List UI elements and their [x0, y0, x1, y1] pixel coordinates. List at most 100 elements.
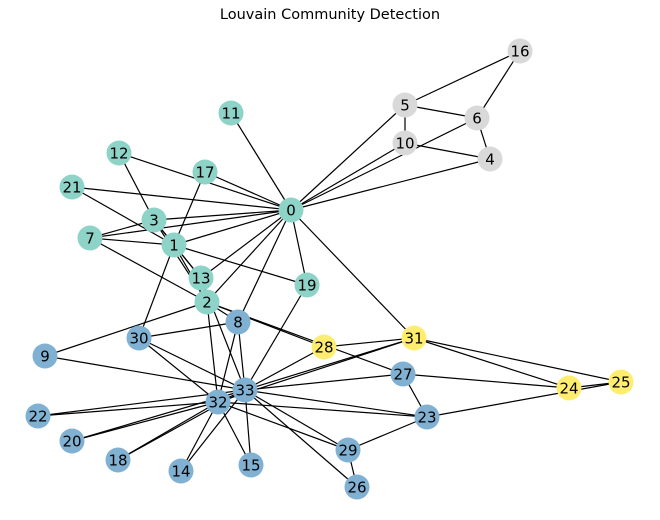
node-12: 12: [106, 140, 132, 166]
node-circle-3: [141, 207, 167, 233]
edge-0-10: [290, 142, 406, 211]
chart-title: Louvain Community Detection: [219, 7, 441, 23]
node-label-13: 13: [191, 270, 210, 288]
edge-31-33: [244, 337, 415, 391]
node-circle-10: [392, 130, 418, 156]
node-28: 28: [311, 334, 337, 360]
node-label-0: 0: [286, 202, 296, 220]
node-circle-23: [414, 404, 440, 430]
node-circle-19: [294, 272, 320, 298]
node-circle-26: [344, 474, 370, 500]
edge-24-31: [413, 337, 570, 389]
node-3: 3: [141, 207, 167, 233]
edge-25-31: [413, 337, 622, 383]
node-circle-6: [464, 105, 490, 131]
node-9: 9: [32, 343, 58, 369]
node-circle-25: [608, 369, 634, 395]
node-circle-12: [106, 140, 132, 166]
edge-3-12: [118, 152, 155, 221]
edge-28-33: [244, 346, 325, 391]
node-circle-18: [105, 447, 131, 473]
edge-23-32: [217, 401, 428, 418]
edge-8-32: [217, 321, 239, 403]
node-2: 2: [194, 289, 220, 315]
node-circle-31: [401, 325, 427, 351]
node-circle-13: [188, 265, 214, 291]
edge-0-2: [206, 209, 292, 303]
node-13: 13: [188, 265, 214, 291]
node-label-33: 33: [235, 382, 254, 400]
edge-0-17: [204, 171, 292, 211]
node-circle-2: [194, 289, 220, 315]
node-label-25: 25: [611, 374, 630, 392]
node-22: 22: [25, 403, 51, 429]
node-23: 23: [414, 404, 440, 430]
edge-28-31: [323, 337, 415, 348]
node-31: 31: [401, 325, 427, 351]
edge-26-33: [244, 389, 358, 488]
edge-0-19: [290, 209, 308, 286]
edge-29-32: [217, 401, 349, 451]
node-circle-29: [335, 437, 361, 463]
edge-19-33: [244, 284, 308, 391]
node-label-9: 9: [40, 348, 50, 366]
edge-1-19: [173, 244, 308, 286]
node-33: 33: [232, 377, 258, 403]
edge-0-21: [71, 186, 292, 211]
node-label-17: 17: [195, 164, 214, 182]
edge-24-27: [402, 373, 570, 389]
node-25: 25: [608, 369, 634, 395]
node-label-31: 31: [404, 330, 423, 348]
node-circle-32: [205, 389, 231, 415]
node-label-19: 19: [297, 277, 316, 295]
node-16: 16: [507, 38, 533, 64]
node-circle-0: [278, 197, 304, 223]
node-30: 30: [126, 325, 152, 351]
edge-22-32: [37, 401, 219, 417]
node-circle-30: [126, 325, 152, 351]
node-0: 0: [278, 197, 304, 223]
edge-0-13: [200, 209, 292, 279]
node-circle-15: [238, 452, 264, 478]
edge-0-3: [153, 209, 292, 221]
node-circle-17: [192, 159, 218, 185]
edge-23-29: [347, 416, 428, 451]
node-24: 24: [556, 375, 582, 401]
edge-4-10: [404, 142, 491, 160]
node-10: 10: [392, 130, 418, 156]
edge-30-33: [138, 337, 246, 391]
node-circle-28: [311, 334, 337, 360]
node-circle-14: [168, 458, 194, 484]
node-26: 26: [344, 474, 370, 500]
node-1: 1: [161, 232, 187, 258]
node-label-4: 4: [485, 151, 495, 169]
node-circle-7: [77, 225, 103, 251]
edge-0-5: [290, 104, 406, 211]
edge-0-1: [173, 209, 292, 246]
edge-1-21: [71, 186, 175, 246]
edge-0-11: [230, 112, 292, 211]
node-circle-16: [507, 38, 533, 64]
edge-1-30: [138, 244, 175, 339]
node-label-3: 3: [149, 212, 159, 230]
edge-layer: [37, 50, 622, 488]
node-label-5: 5: [400, 97, 410, 115]
node-label-24: 24: [559, 380, 578, 398]
node-label-18: 18: [108, 452, 127, 470]
node-label-14: 14: [171, 463, 190, 481]
edge-23-25: [426, 381, 622, 418]
node-label-1: 1: [169, 237, 179, 255]
node-label-22: 22: [28, 408, 47, 426]
node-label-15: 15: [241, 457, 260, 475]
edge-27-33: [244, 373, 404, 391]
edge-2-28: [206, 301, 325, 348]
node-circle-5: [392, 92, 418, 118]
node-circle-22: [25, 403, 51, 429]
node-circle-8: [225, 309, 251, 335]
node-label-32: 32: [208, 394, 227, 412]
node-label-29: 29: [338, 442, 357, 460]
node-label-20: 20: [62, 433, 81, 451]
edge-14-32: [180, 401, 219, 472]
node-label-12: 12: [109, 145, 128, 163]
node-label-6: 6: [472, 110, 482, 128]
